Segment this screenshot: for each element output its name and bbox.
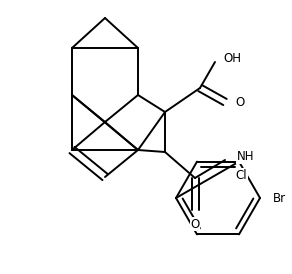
Text: O: O bbox=[235, 96, 244, 109]
Text: Cl: Cl bbox=[235, 169, 247, 182]
Text: NH: NH bbox=[237, 150, 255, 164]
Text: Br: Br bbox=[273, 192, 286, 204]
Text: OH: OH bbox=[223, 53, 241, 65]
Text: O: O bbox=[190, 218, 200, 230]
